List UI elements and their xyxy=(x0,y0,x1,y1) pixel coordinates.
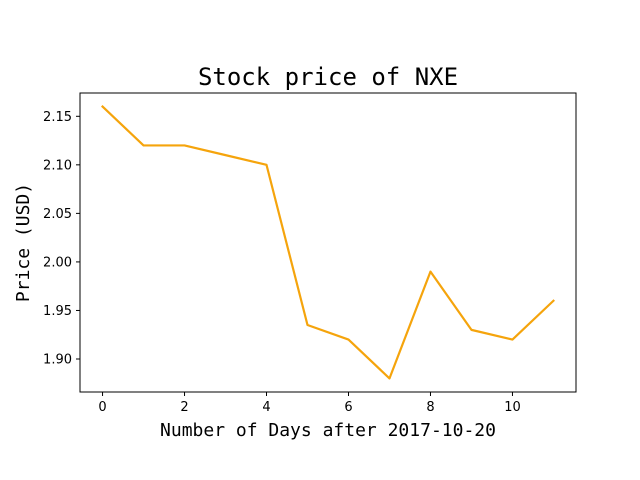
y-tick-label: 1.95 xyxy=(43,304,72,319)
y-axis-label: Price (USD) xyxy=(13,183,34,302)
x-tick-label: 10 xyxy=(504,400,521,415)
y-tick-label: 2.15 xyxy=(43,110,72,125)
x-tick-label: 8 xyxy=(426,400,434,415)
x-tick-label: 4 xyxy=(262,400,270,415)
series-line-0 xyxy=(100,105,556,380)
x-axis: 0 2 4 6 8 10 xyxy=(98,392,521,415)
x-axis-label: Number of Days after 2017-10-20 xyxy=(160,420,496,441)
y-tick-label: 2.05 xyxy=(43,207,72,222)
x-tick-label: 2 xyxy=(180,400,188,415)
chart-title: Stock price of NXE xyxy=(198,63,458,91)
y-tick-label: 1.90 xyxy=(43,352,72,367)
y-tick-label: 2.00 xyxy=(43,255,72,270)
x-tick-label: 0 xyxy=(98,400,106,415)
plot-area xyxy=(100,105,556,380)
y-tick-label: 2.10 xyxy=(43,158,72,173)
y-axis: 1.90 1.95 2.00 2.05 2.10 2.15 xyxy=(43,110,80,367)
plot-frame xyxy=(79,92,577,393)
x-tick-label: 6 xyxy=(344,400,352,415)
